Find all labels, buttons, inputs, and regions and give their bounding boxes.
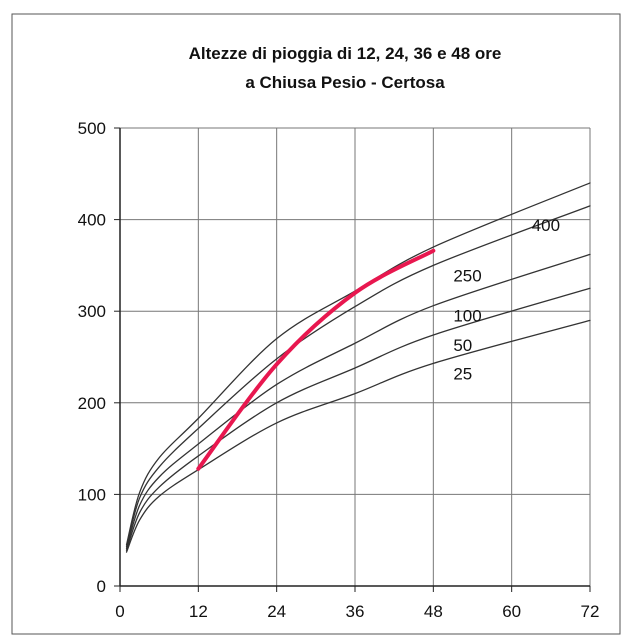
x-tick-label-2: 24	[267, 602, 286, 621]
curve-label-100: 100	[453, 307, 481, 326]
x-tick-label-1: 12	[189, 602, 208, 621]
series-line-50	[125, 287, 591, 551]
y-axis-ticks: 0 100 200 300 400 500	[78, 119, 120, 596]
y-tick-label-2: 200	[78, 394, 106, 413]
y-tick-label-1: 100	[78, 485, 106, 504]
series-line-400	[125, 182, 591, 546]
chart-title: Altezze di pioggia di 12, 24, 36 e 48 or…	[189, 44, 502, 63]
x-tick-label-0: 0	[115, 602, 124, 621]
curve-label-400: 400	[532, 216, 560, 235]
series-line-100	[125, 253, 591, 550]
curve-label-250: 250	[453, 266, 481, 285]
page-border	[11, 13, 621, 635]
y-tick-label-0: 0	[97, 577, 106, 596]
y-tick-label-5: 500	[78, 119, 106, 138]
y-tick-label-4: 400	[78, 211, 106, 230]
x-tick-label-3: 36	[346, 602, 365, 621]
y-tick-label-3: 300	[78, 302, 106, 321]
grid-lines	[119, 127, 591, 587]
series-line-25	[125, 319, 591, 553]
series-line-250	[125, 205, 591, 548]
curve-label-50: 50	[453, 336, 472, 355]
x-tick-label-4: 48	[424, 602, 443, 621]
series-lines	[125, 182, 591, 553]
chart-subtitle: a Chiusa Pesio - Certosa	[245, 73, 445, 92]
x-axis-ticks: 0 12 24 36 48 60 72	[115, 586, 599, 621]
curve-labels: 25 50 100 250 400	[453, 216, 560, 383]
series-line-highlight-5	[196, 248, 436, 471]
curve-label-25: 25	[453, 364, 472, 383]
x-tick-label-6: 72	[581, 602, 600, 621]
x-tick-label-5: 60	[502, 602, 521, 621]
